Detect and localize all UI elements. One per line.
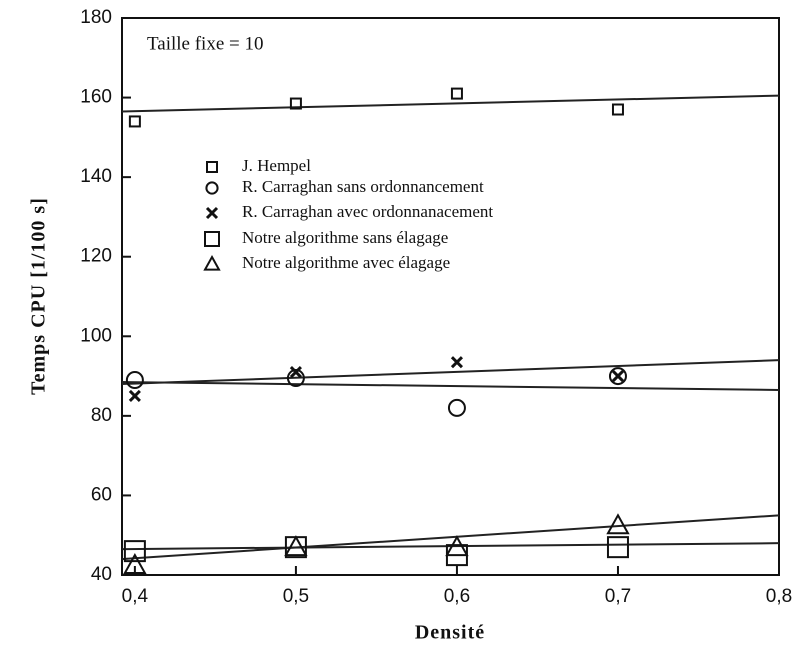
y-tick-label: 140 (80, 166, 112, 187)
marker (284, 535, 308, 557)
x-tick-label: 0,4 (122, 586, 149, 607)
marker (289, 97, 302, 110)
x-axis-label: Densité (415, 622, 485, 644)
marker (447, 398, 466, 417)
annotation: Taille fixe = 10 (147, 33, 264, 54)
x-tick-label: 0,6 (444, 586, 470, 607)
y-tick-label: 40 (91, 564, 112, 585)
marker (611, 370, 625, 383)
legend-marker (205, 206, 219, 220)
marker (611, 103, 624, 116)
trend-line (121, 94, 780, 113)
legend-label: R. Carraghan sans ordonnancement (242, 177, 484, 196)
marker (125, 371, 144, 390)
trend-line (121, 514, 780, 561)
legend-marker (206, 161, 218, 173)
legend-label: Notre algorithme avec élagage (242, 253, 450, 272)
marker (606, 513, 630, 535)
y-tick-label: 100 (80, 325, 112, 346)
y-tick-label: 80 (91, 405, 112, 426)
marker (123, 540, 146, 563)
x-tick-label: 0,8 (766, 586, 792, 607)
marker (450, 87, 463, 100)
legend-label: J. Hempel (242, 156, 311, 175)
legend-marker (204, 231, 220, 247)
trend-line (121, 542, 780, 551)
marker (450, 356, 464, 369)
legend-marker (203, 254, 221, 271)
x-tick-label: 0,5 (283, 586, 309, 607)
y-tick-label: 160 (80, 87, 112, 108)
x-tick-label: 0,7 (605, 586, 631, 607)
y-tick-label: 60 (91, 484, 112, 505)
y-tick-label: 180 (80, 7, 112, 28)
legend-label: Notre algorithme sans élagage (242, 228, 448, 247)
plot-frame (121, 17, 780, 576)
y-axis-label: Temps CPU [1/100 s] (28, 197, 50, 395)
marker (128, 389, 141, 403)
trend-line (121, 359, 780, 386)
marker (608, 367, 627, 386)
marker (445, 535, 469, 557)
legend-marker (205, 181, 219, 195)
marker (289, 366, 302, 379)
legend-label: R. Carraghan avec ordonnanacement (242, 202, 493, 221)
trend-line (121, 381, 780, 391)
y-tick-label: 120 (80, 246, 112, 267)
marker (123, 552, 147, 575)
marker (128, 115, 141, 128)
marker (606, 536, 629, 559)
